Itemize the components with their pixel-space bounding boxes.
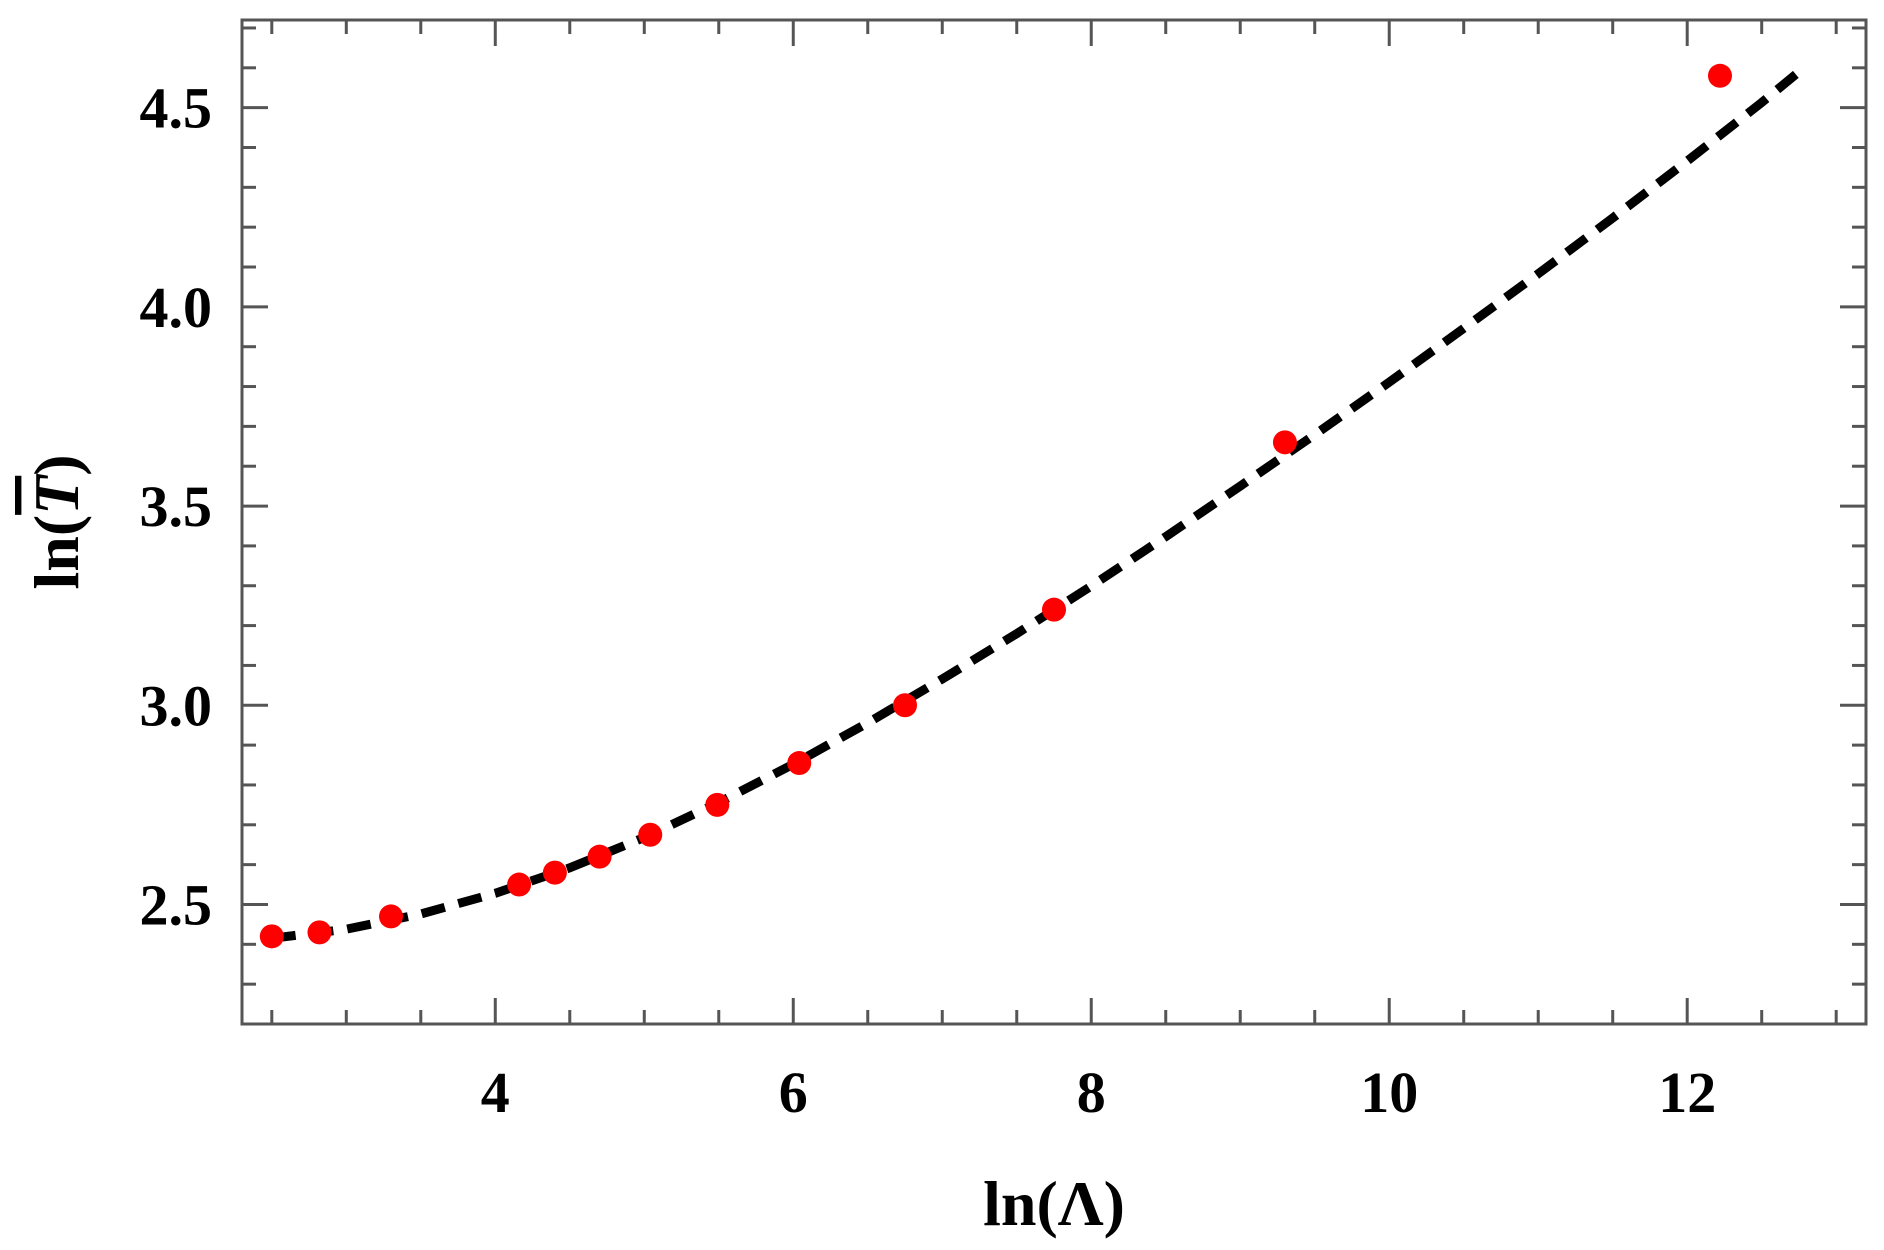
y-axis-title-suffix: )	[21, 454, 92, 475]
data-point	[787, 751, 812, 776]
y-axis-title-prefix: ln(	[21, 515, 92, 590]
data-point	[1042, 597, 1066, 622]
data-point	[1707, 63, 1732, 88]
data-point	[542, 860, 567, 885]
x-tick-label: 10	[1360, 1060, 1418, 1125]
y-axis-title: ln(T)	[21, 454, 92, 589]
data-point	[378, 904, 403, 929]
y-tick-label: 4.5	[140, 76, 213, 141]
x-tick-label: 4	[481, 1060, 510, 1125]
y-tick-label: 4.0	[140, 275, 213, 340]
data-point	[507, 872, 532, 897]
y-tick-labels: 2.5 3.0 3.5 4.0 4.5	[140, 76, 213, 938]
data-point	[638, 822, 663, 847]
x-tick-labels: 4 6 8 10 12	[481, 1060, 1716, 1125]
data-points	[259, 63, 1732, 949]
y-tick-label: 3.5	[140, 474, 213, 539]
x-tick-label: 6	[779, 1060, 808, 1125]
y-axis-title-variable: T	[21, 473, 92, 515]
data-point	[893, 693, 918, 718]
data-point	[259, 924, 284, 949]
data-point	[1272, 430, 1297, 455]
data-point	[587, 844, 612, 869]
x-tick-label: 8	[1077, 1060, 1106, 1125]
y-tick-label: 3.0	[140, 673, 213, 738]
fit-curve	[271, 68, 1802, 943]
x-axis-title: ln(Λ)	[983, 1168, 1125, 1239]
y-tick-label: 2.5	[140, 872, 213, 937]
axis-ticks	[242, 20, 1866, 1026]
svg-text:ln(T): ln(T)	[21, 454, 92, 589]
data-point	[705, 792, 730, 817]
plot-frame	[240, 18, 1868, 1026]
data-point	[307, 920, 332, 945]
x-tick-label: 12	[1658, 1060, 1716, 1125]
